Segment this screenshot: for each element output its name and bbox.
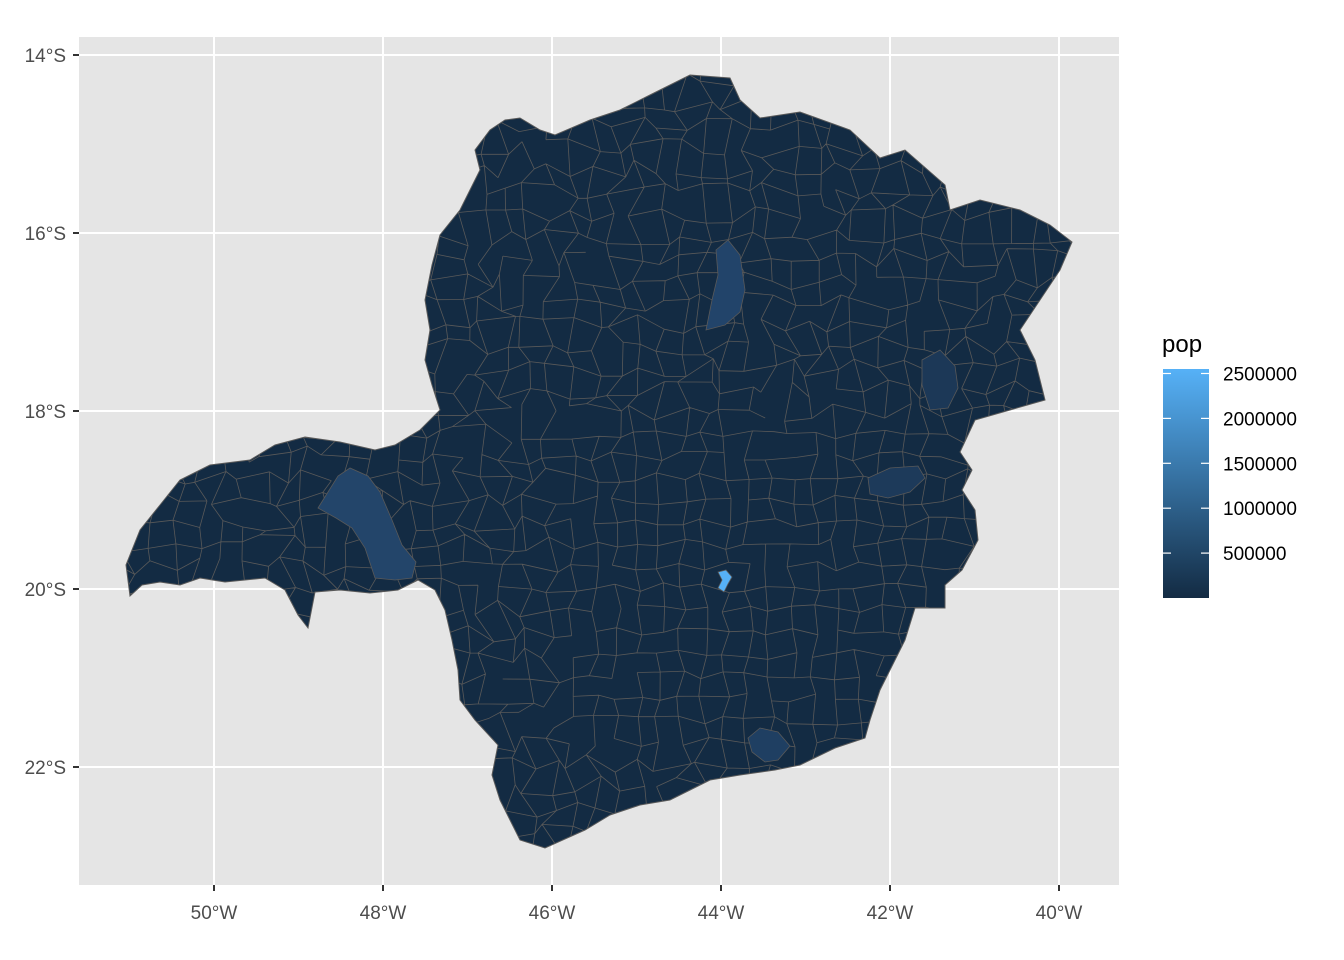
- legend-colorbar: [1163, 369, 1209, 598]
- highlighted-municipality: [317, 467, 417, 581]
- highlighted-municipality: [867, 465, 926, 499]
- highlighted-municipalities: [317, 239, 959, 763]
- x-tick-label: 40°W: [1036, 903, 1083, 924]
- legend-label: 2500000: [1223, 364, 1297, 385]
- legend-label: 2000000: [1223, 409, 1297, 430]
- legend-ticks: 2500000 2000000 1500000 1000000 500000: [1163, 364, 1297, 565]
- y-tick-label: 14°S: [25, 46, 66, 67]
- legend-label: 500000: [1223, 544, 1286, 565]
- legend-title: pop: [1162, 331, 1202, 358]
- y-tick-label: 16°S: [25, 224, 66, 245]
- state-outline: [125, 74, 1073, 849]
- legend: pop 2500000 2000000 1500000 1000000 500000: [1162, 331, 1297, 598]
- x-tick-label: 42°W: [867, 903, 914, 924]
- y-tick-label: 18°S: [25, 402, 66, 423]
- state-map: [125, 74, 1073, 849]
- highlighted-municipality: [921, 349, 959, 411]
- axes: 50°W 48°W 46°W 44°W 42°W 40°W 14°S 16°S 18°S 20°S…: [25, 46, 1083, 924]
- x-tick-label: 48°W: [360, 903, 407, 924]
- y-tick-label: 20°S: [25, 580, 66, 601]
- x-tick-label: 44°W: [698, 903, 745, 924]
- highlighted-municipality: [717, 569, 733, 593]
- legend-label: 1500000: [1223, 454, 1297, 475]
- x-tick-label: 46°W: [529, 903, 576, 924]
- highlighted-municipality: [747, 727, 791, 763]
- highlighted-municipality: [705, 239, 746, 331]
- y-tick-label: 22°S: [25, 758, 66, 779]
- legend-label: 1000000: [1223, 499, 1297, 520]
- x-tick-label: 50°W: [191, 903, 238, 924]
